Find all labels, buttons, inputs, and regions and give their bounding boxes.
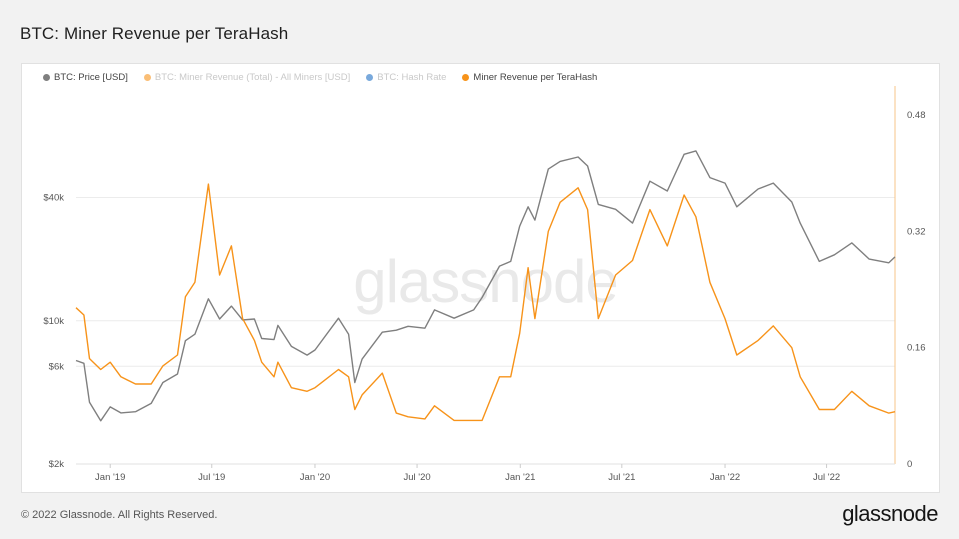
legend-dot-icon	[366, 74, 374, 81]
copyright-text: © 2022 Glassnode. All Rights Reserved.	[21, 509, 218, 521]
y-left-tick-label: $6k	[49, 361, 65, 372]
page-title: BTC: Miner Revenue per TeraHash	[20, 24, 289, 43]
x-tick-label: Jan '22	[710, 472, 740, 483]
y-right-tick-label: 0	[907, 459, 912, 470]
x-tick-label: Jul '21	[608, 472, 635, 483]
legend-item-2[interactable]: BTC: Hash Rate	[366, 72, 446, 83]
x-tick-label: Jul '20	[403, 472, 430, 483]
legend-label: Miner Revenue per TeraHash	[473, 72, 598, 83]
legend-item-3[interactable]: Miner Revenue per TeraHash	[462, 72, 597, 83]
legend-dot-icon	[43, 74, 50, 81]
x-tick-label: Jul '19	[198, 472, 225, 483]
x-tick-label: Jan '19	[95, 472, 125, 483]
glassnode-logo: glassnode	[842, 501, 938, 526]
y-right-tick-label: 0.48	[907, 110, 926, 121]
legend-label: BTC: Price [USD]	[54, 72, 128, 83]
watermark-text: glassnode	[353, 248, 618, 315]
x-tick-label: Jul '22	[813, 472, 840, 483]
legend-label: BTC: Miner Revenue (Total) - All Miners …	[154, 72, 351, 83]
chart-plot: glassnode $2k $6k $10k $40k 0 0.16 0.32 0.48 Jan …	[43, 86, 926, 483]
legend-item-1[interactable]: BTC: Miner Revenue (Total) - All Miners …	[143, 72, 351, 83]
chart-card: BTC: Price [USD] BTC: Miner Revenue (Tota…	[21, 63, 940, 493]
y-left-tick-label: $40k	[43, 192, 64, 203]
y-left-tick-label: $10k	[43, 316, 64, 327]
x-tick-label: Jan '21	[505, 472, 535, 483]
chart-legend: BTC: Price [USD] BTC: Miner Revenue (Tota…	[43, 72, 597, 83]
legend-label: BTC: Hash Rate	[377, 72, 447, 83]
y-right-tick-label: 0.16	[907, 343, 926, 354]
series-line-miner-revenue-per-terahash	[75, 183, 896, 422]
y-right-tick-label: 0.32	[907, 226, 926, 237]
legend-dot-icon	[143, 74, 151, 81]
legend-dot-icon	[462, 74, 470, 81]
series-line-btc-price	[75, 150, 896, 422]
y-left-tick-label: $2k	[49, 459, 65, 470]
x-tick-label: Jan '20	[300, 472, 330, 483]
legend-item-0[interactable]: BTC: Price [USD]	[43, 72, 128, 83]
